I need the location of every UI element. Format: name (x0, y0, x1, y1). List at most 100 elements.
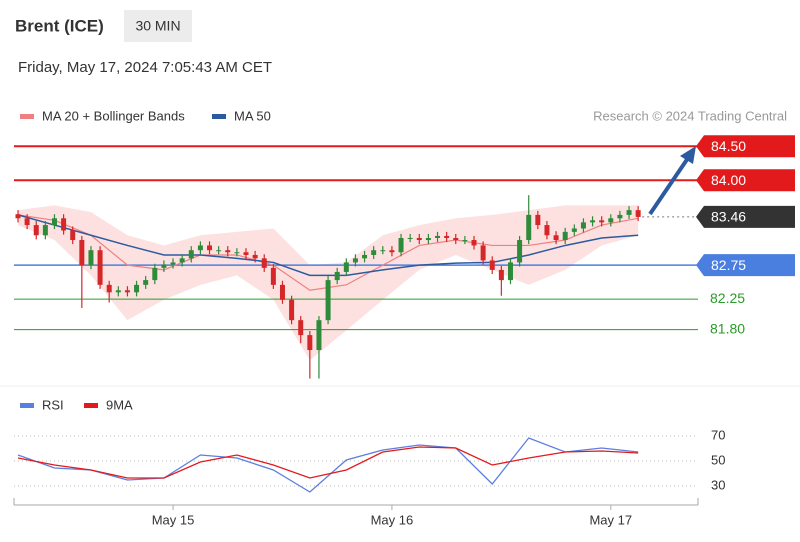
candle-body (88, 250, 94, 266)
level-box (696, 135, 795, 158)
candle-body (61, 218, 67, 231)
candle-body (635, 210, 641, 217)
candle-body (471, 240, 477, 246)
candle-body (216, 250, 222, 252)
y-tick-label: 50 (711, 452, 725, 467)
candle-body (289, 299, 295, 321)
candle-body (325, 280, 331, 321)
candle-body (307, 335, 313, 351)
level-box (696, 254, 795, 277)
legend-label: MA 20 + Bollinger Bands (42, 108, 185, 123)
candle-body (161, 264, 167, 268)
candle-body (298, 320, 304, 336)
level-label: 82.25 (710, 290, 745, 306)
candle-body (626, 210, 632, 215)
candle-body (526, 214, 532, 241)
candle-body (270, 267, 276, 285)
candle-body (462, 240, 468, 242)
candle-body (398, 237, 404, 253)
legend-swatch (20, 403, 34, 408)
candle-body (42, 225, 48, 236)
candle-body (416, 237, 422, 241)
candle-body (234, 252, 240, 254)
level-label: 84.50 (711, 138, 746, 154)
candle-body (571, 228, 577, 232)
candle-body (334, 271, 340, 281)
legend-label: MA 50 (234, 108, 271, 123)
candle-body (225, 250, 231, 253)
source: Research © 2024 Trading Central (593, 108, 787, 123)
candle-body (316, 320, 322, 351)
ma-line (17, 214, 639, 277)
legend-swatch (84, 403, 98, 408)
candle-body (134, 284, 140, 293)
candle-body (599, 220, 605, 223)
candle-body (79, 240, 85, 266)
candle-body (252, 254, 258, 259)
candle-body (106, 284, 112, 293)
candle-body (170, 262, 176, 265)
candle-body (343, 262, 349, 272)
level-label: 81.80 (710, 320, 745, 336)
candle-body (362, 254, 368, 259)
candle-body (207, 245, 213, 251)
candle-body (380, 250, 386, 252)
interval-badge (124, 10, 192, 42)
x-tick-label: May 16 (371, 512, 414, 527)
title: Brent (ICE) (15, 16, 104, 35)
candle-body (33, 225, 39, 236)
candle-body (498, 269, 504, 281)
level-label: 82.75 (711, 257, 746, 273)
candle-body (580, 222, 586, 229)
candle-body (507, 262, 513, 281)
candle-body (152, 267, 158, 281)
timestamp: Friday, May 17, 2024 7:05:43 AM CET (18, 59, 272, 76)
legend-swatch (212, 114, 226, 119)
candle-body (197, 245, 203, 251)
candle-body (407, 237, 413, 239)
candle-body (143, 280, 149, 285)
forecast-arrowhead (680, 146, 696, 164)
y-tick-label: 30 (711, 477, 725, 492)
rsi-line (17, 437, 639, 493)
x-tick-label: May 17 (589, 512, 632, 527)
candle-body (608, 218, 614, 223)
candle-body (97, 250, 103, 285)
candle-body (435, 235, 441, 238)
interval: 30 MIN (135, 18, 180, 34)
legend-label: 9MA (106, 397, 133, 412)
candle-body (562, 231, 568, 241)
level-label: 83.46 (711, 209, 746, 225)
forecast-arrow (648, 156, 690, 216)
level-box (696, 205, 795, 228)
candle-body (188, 250, 194, 259)
candle-body (70, 230, 76, 241)
candle-body (544, 225, 550, 236)
candle-body (243, 252, 249, 255)
candle-body (279, 284, 285, 300)
candle-body (480, 245, 486, 261)
candle-body (15, 214, 21, 219)
y-tick-label: 70 (711, 427, 725, 442)
candle-body (24, 218, 30, 226)
candle-body (489, 260, 495, 270)
candle-body (444, 235, 450, 238)
level-label: 84.00 (711, 172, 746, 188)
candle-body (425, 237, 431, 241)
x-tick-label: May 15 (152, 512, 195, 527)
candle-body (389, 250, 395, 253)
candle-body (517, 240, 523, 263)
candle-body (617, 214, 623, 219)
level-box (696, 169, 795, 192)
rsi-line (17, 446, 639, 479)
candle-body (371, 250, 377, 255)
candle-body (553, 235, 559, 241)
candle-body (590, 220, 596, 223)
candle-body (124, 290, 130, 293)
candle-body (352, 258, 358, 263)
candle-body (261, 258, 267, 268)
candle-body (115, 290, 121, 293)
legend-swatch (20, 114, 34, 119)
